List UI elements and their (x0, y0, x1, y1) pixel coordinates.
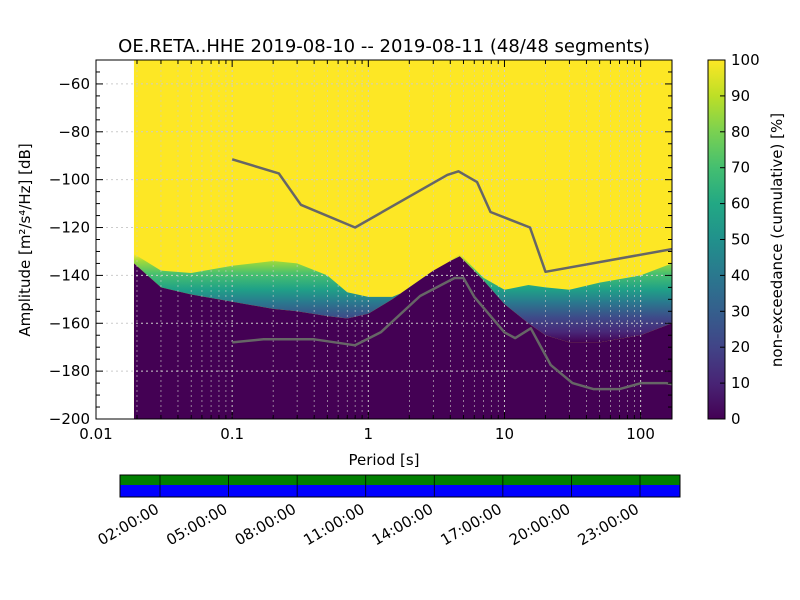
psd-plot-area (96, 60, 672, 419)
availability-frame (119, 474, 681, 498)
colorbar-tick-label: 70 (731, 159, 750, 177)
noise-model-line-nhnm (231, 158, 672, 274)
x-tick-label: 0.1 (220, 425, 244, 443)
y-tick-label: −160 (49, 314, 90, 332)
y-tick-label: −140 (49, 266, 90, 284)
x-tick-label: 1 (364, 425, 374, 443)
availability-bar (120, 475, 680, 497)
y-tick-label: −120 (49, 219, 90, 237)
colorbar-tick-label: 0 (731, 410, 741, 428)
colorbar-ticks: 0 10 20 30 40 50 60 70 80 90 100 (720, 51, 760, 428)
x-axis: 0.01 0.1 1 10 100 (79, 60, 655, 443)
colorbar-tick-label: 90 (731, 87, 750, 105)
noise-model-line-nlnm (232, 276, 672, 391)
x-axis-label: Period [s] (348, 451, 419, 469)
availability-row-psd (120, 485, 680, 497)
psd-transition-band (134, 253, 672, 343)
colorbar-tick-label: 40 (731, 266, 750, 284)
availability-tick-label: 14:00:00 (369, 500, 436, 549)
colorbar-tick-label: 50 (731, 231, 750, 249)
y-tick-label: −80 (58, 123, 90, 141)
x-tick-label: 10 (495, 425, 514, 443)
x-tick-label: 100 (626, 425, 655, 443)
availability-tick-label: 05:00:00 (163, 500, 230, 549)
colorbar-label: non-exceedance (cumulative) [%] (768, 113, 786, 367)
y-axis: −200 −180 −160 −140 −120 −100 −80 −60 (49, 59, 672, 428)
psd-low-percentile-region (134, 256, 672, 419)
colorbar-tick-label: 80 (731, 123, 750, 141)
colorbar-tick-label: 10 (731, 374, 750, 392)
colorbar-tick-label: 60 (731, 195, 750, 213)
colorbar-tick-label: 100 (731, 51, 760, 69)
availability-tick-label: 20:00:00 (506, 500, 573, 549)
colorbar-tick-label: 20 (731, 338, 750, 356)
y-tick-label: −100 (49, 171, 90, 189)
y-axis-label: Amplitude [m²/s⁴/Hz] [dB] (16, 143, 34, 336)
availability-tick-label: 23:00:00 (575, 500, 642, 549)
availability-tick-label: 08:00:00 (232, 500, 299, 549)
chart-title: OE.RETA..HHE 2019-08-10 -- 2019-08-11 (4… (118, 36, 650, 57)
availability-tick-label: 17:00:00 (438, 500, 505, 549)
x-tick-label: 0.01 (79, 425, 112, 443)
availability-row-data (120, 475, 680, 485)
colorbar-tick-label: 30 (731, 302, 750, 320)
availability-tick-label: 02:00:00 (95, 500, 162, 549)
y-tick-label: −200 (49, 410, 90, 428)
y-tick-label: −60 (58, 75, 90, 93)
y-tick-label: −180 (49, 362, 90, 380)
availability-tick-label: 11:00:00 (300, 500, 367, 549)
